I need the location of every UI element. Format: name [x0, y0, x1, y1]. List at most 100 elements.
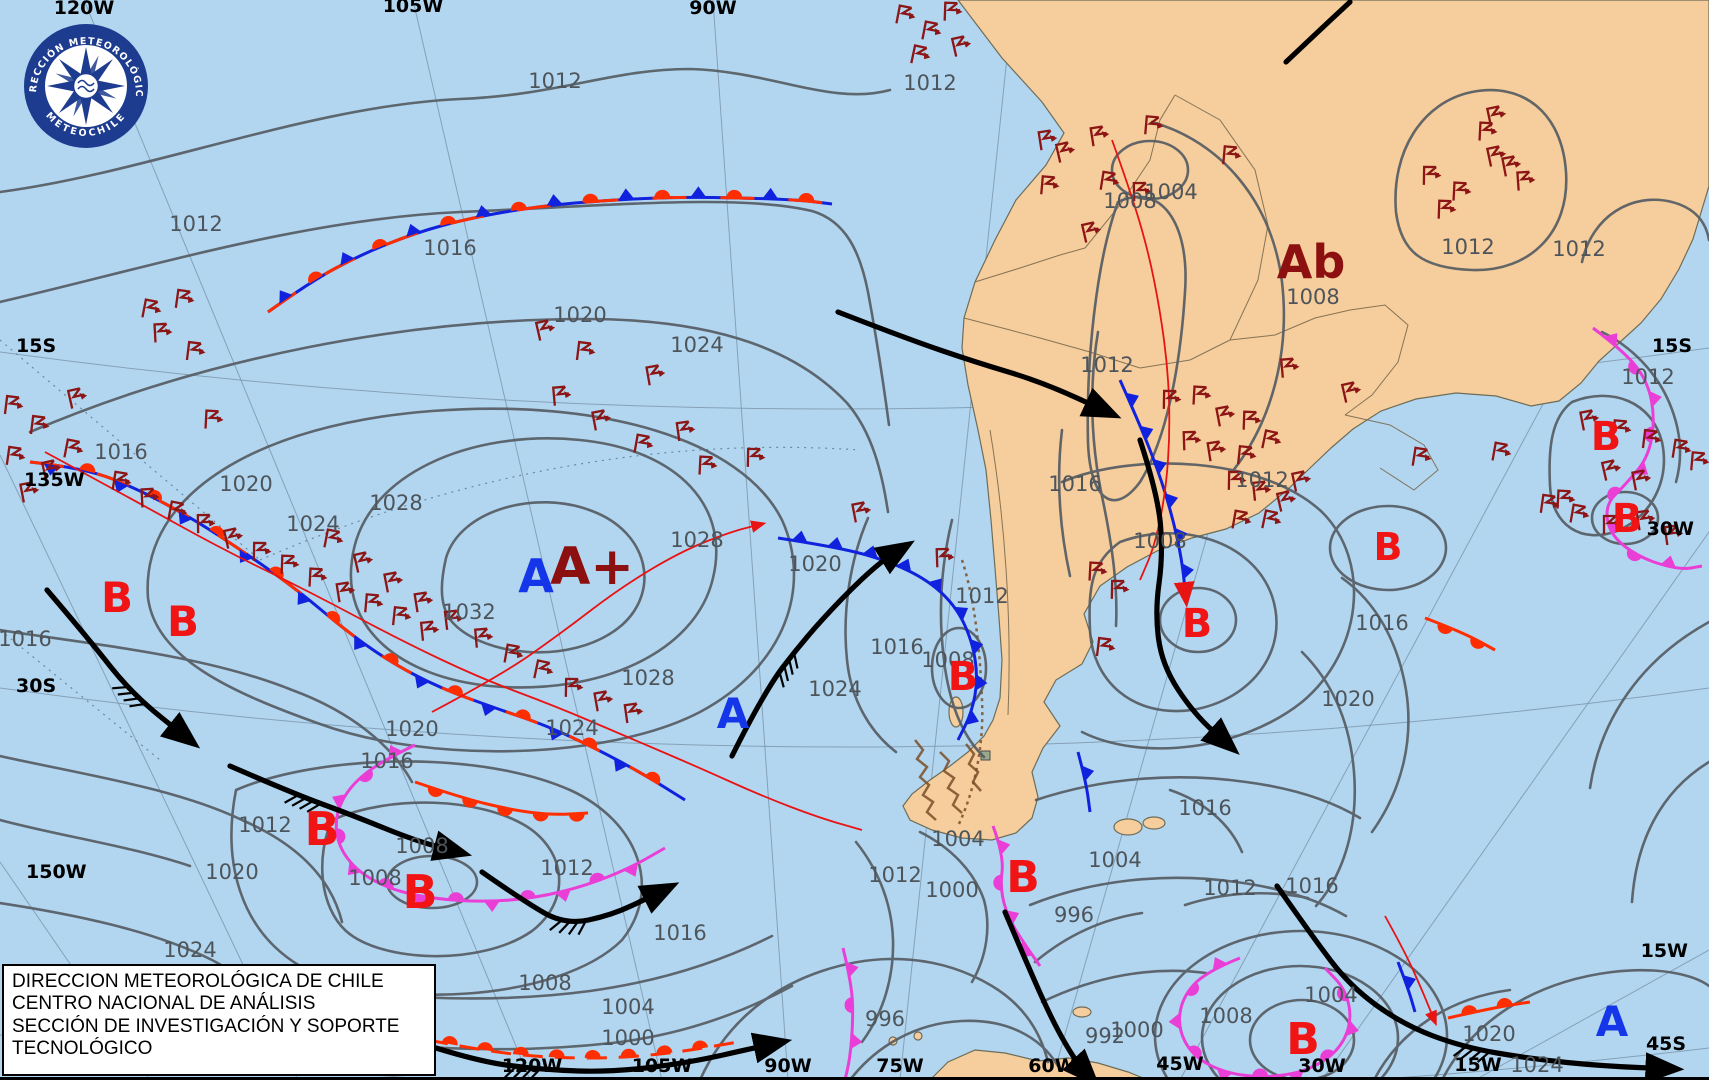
front-symbol	[613, 758, 628, 772]
front-symbol	[620, 1048, 637, 1058]
pressure-label: 1016	[870, 635, 923, 659]
pressure-label: 1024	[163, 938, 216, 962]
front-symbol	[1660, 555, 1677, 568]
front-warm-segments	[29, 460, 686, 802]
info-line-section: SECCIÓN DE INVESTIGACIÓN Y SOPORTE TECNO…	[12, 1015, 400, 1060]
info-line-center: CENTRO NACIONAL DE ANÁLISIS	[12, 993, 316, 1015]
pressure-center-b: B	[402, 865, 437, 919]
coordinate-label: 60W	[1028, 1055, 1075, 1077]
cold-front	[777, 536, 978, 741]
front-symbol	[519, 890, 536, 900]
front-symbol	[326, 611, 341, 625]
front-symbol	[656, 1045, 673, 1055]
front-symbol	[406, 223, 422, 237]
wind-barb-icon	[746, 447, 767, 469]
front-symbol	[447, 892, 464, 901]
coordinate-label: 15S	[1652, 335, 1692, 357]
pressure-label: 1028	[621, 666, 674, 690]
front-symbol	[844, 997, 853, 1014]
pressure-label: 1012	[868, 863, 921, 887]
front-symbol	[1174, 527, 1188, 544]
occluded-front	[841, 947, 855, 1080]
front-symbol	[414, 675, 430, 689]
wind-barb-icon	[3, 394, 26, 418]
pressure-center-b: B	[1591, 414, 1622, 460]
wind-barb-icon	[910, 44, 934, 68]
meteochile-logo: DIRECCIÓN METEOROLÓGICA METEOCHILE	[24, 24, 148, 148]
coordinate-label: 45W	[1156, 1053, 1203, 1075]
jet-arrow	[1137, 437, 1240, 755]
front-symbol	[1187, 1045, 1202, 1060]
pressure-label: 1024	[1510, 1053, 1563, 1077]
front-symbol	[347, 861, 362, 876]
jet-wind-max-tick	[512, 1066, 526, 1080]
wind-barb-icon	[204, 409, 226, 431]
wind-barb-icon	[503, 643, 527, 667]
jet-wind-max-tick	[112, 685, 129, 690]
trough-front	[44, 451, 863, 831]
jet-wind-max-tick	[306, 802, 322, 813]
pressure-label: 1008	[1286, 285, 1339, 309]
coordinate-label: 30W	[1298, 1055, 1345, 1077]
coordinate-label: 45S	[1646, 1033, 1686, 1055]
front-symbol	[582, 193, 599, 203]
pressure-label: 1012	[528, 69, 581, 93]
coordinate-label: 15S	[16, 335, 56, 357]
front-symbol	[1336, 985, 1349, 1002]
front-symbol	[791, 530, 808, 543]
pressure-label: 996	[1054, 903, 1094, 927]
wind-barb-icon	[383, 570, 407, 594]
front-symbol	[1252, 1068, 1269, 1077]
pressure-label: 996	[865, 1007, 905, 1031]
pressure-center-ab: Ab	[1277, 235, 1346, 289]
pressure-label: 1012	[1552, 237, 1605, 261]
front-symbol	[372, 238, 388, 251]
pressure-label: 1024	[670, 333, 723, 357]
wind-barb-icon	[364, 593, 386, 615]
pressure-label: 1012	[540, 856, 593, 880]
front-symbol	[850, 1033, 863, 1050]
wind-barb-icon	[174, 288, 197, 312]
pressure-label: 992	[1085, 1024, 1125, 1048]
coordinate-label: 105W	[632, 1055, 693, 1077]
front-symbol	[1288, 1070, 1304, 1080]
pressure-label: 1012	[1080, 353, 1133, 377]
wind-barb-icon	[623, 701, 646, 725]
coordinate-label: 90W	[764, 1055, 811, 1077]
pressure-label: 1028	[369, 491, 422, 515]
front-symbol	[827, 536, 844, 550]
front-symbol	[497, 806, 514, 817]
occluded-front	[1592, 326, 1703, 570]
pressure-label: 1012	[1621, 365, 1674, 389]
jet-wind-max-tick	[778, 671, 785, 688]
front-symbol	[510, 201, 527, 211]
jet-wind-max-tick	[504, 1065, 518, 1079]
wind-barb-icon	[1491, 441, 1515, 465]
pressure-center-b: B	[948, 654, 979, 700]
weather-fronts	[29, 139, 1703, 1080]
pressure-label: 1016	[360, 749, 413, 773]
front-symbol	[1626, 549, 1642, 562]
pressure-label: 1012	[169, 212, 222, 236]
pressure-center-a: A	[518, 549, 554, 603]
pressure-label: 1000	[925, 878, 978, 902]
jet-arrow	[402, 1032, 793, 1074]
front-symbol	[970, 639, 984, 655]
front-symbol	[726, 189, 743, 199]
jet-wind-max-tick	[1460, 1047, 1475, 1060]
wind-barb-icon	[252, 541, 273, 563]
wind-barb-icon	[1411, 446, 1434, 470]
wind-barb-icon	[575, 340, 598, 364]
pressure-label: 1016	[653, 921, 706, 945]
wind-barb-icon	[921, 20, 945, 44]
front-symbol	[1437, 622, 1453, 634]
jet-arrow	[835, 309, 1122, 419]
jet-wind-max-tick	[1452, 1045, 1468, 1057]
front-symbol	[378, 878, 394, 890]
pressure-label: 1024	[286, 512, 339, 536]
occluded-front	[991, 825, 1042, 967]
front-symbol	[546, 194, 563, 206]
front-symbol	[1320, 1049, 1335, 1063]
front-symbol	[1470, 637, 1486, 649]
